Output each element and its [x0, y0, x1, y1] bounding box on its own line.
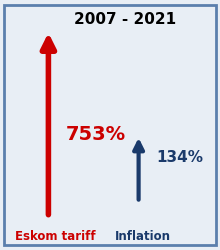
FancyBboxPatch shape [4, 5, 216, 245]
Text: 2007 - 2021: 2007 - 2021 [74, 12, 176, 28]
Text: Inflation: Inflation [115, 230, 171, 242]
Text: 134%: 134% [156, 150, 203, 165]
Text: 753%: 753% [66, 126, 126, 144]
Text: Eskom tariff: Eskom tariff [15, 230, 95, 242]
